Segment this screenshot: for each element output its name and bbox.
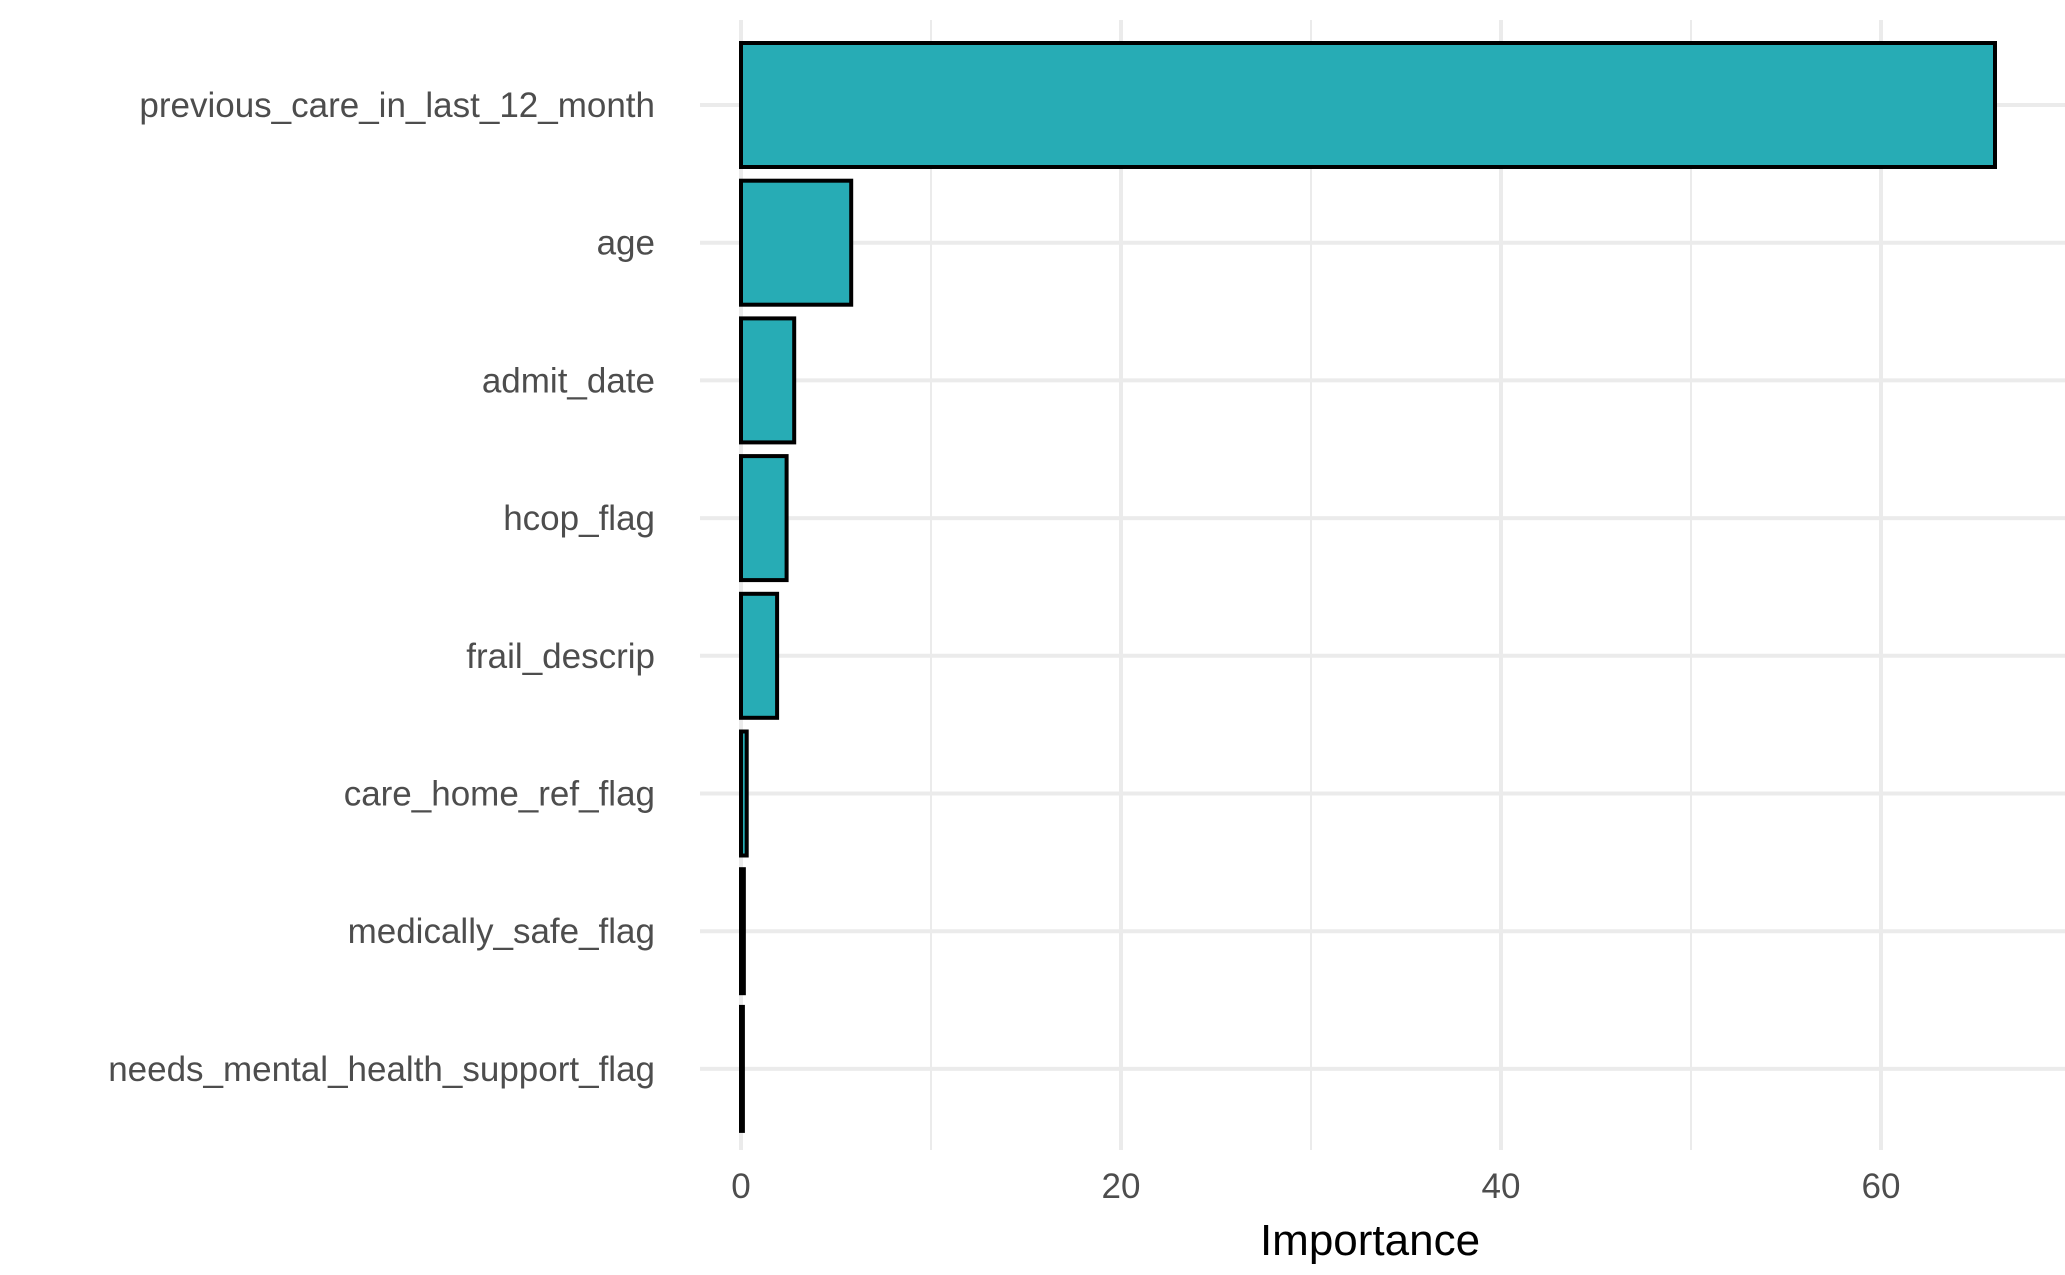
category-label: frail_descrip	[466, 637, 655, 676]
bar-frail-descrip	[739, 591, 780, 720]
x-axis-title: Importance	[1260, 1216, 1480, 1265]
bar-needs-mental-health-support-flag	[739, 1004, 745, 1133]
category-label: care_home_ref_flag	[344, 775, 655, 814]
x-tick-label: 40	[1482, 1167, 1521, 1206]
category-label: needs_mental_health_support_flag	[108, 1050, 655, 1089]
category-label: age	[597, 224, 655, 263]
x-tick-label: 0	[731, 1167, 750, 1206]
category-label: admit_date	[482, 361, 655, 400]
bar-medically-safe-flag	[739, 867, 746, 996]
x-tick-label: 20	[1102, 1167, 1141, 1206]
category-label: hcop_flag	[503, 499, 655, 538]
bar-previous-care-in-last-12-month	[739, 41, 1997, 169]
bar-care-home-ref-flag	[739, 729, 749, 858]
grid-layer	[700, 20, 2065, 1150]
bar-hcop-flag	[739, 454, 789, 583]
category-label: previous_care_in_last_12_month	[139, 86, 655, 125]
category-label: medically_safe_flag	[348, 912, 655, 951]
bar-admit-date	[739, 316, 797, 445]
bar-age	[739, 178, 854, 307]
bars-layer	[739, 41, 1997, 1133]
x-tick-label: 60	[1862, 1167, 1901, 1206]
x-tick-labels: 0 20 40 60	[731, 1167, 1900, 1206]
